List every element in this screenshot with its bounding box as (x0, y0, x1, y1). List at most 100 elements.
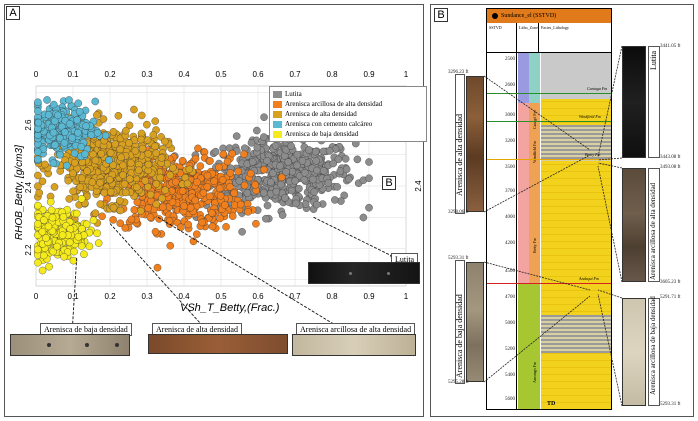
data-point-2 (116, 196, 124, 205)
panel-b-letter: B (434, 8, 448, 22)
data-point-2 (138, 144, 147, 153)
legend-item: Arenisca con cemento calcáreo (273, 119, 423, 129)
data-point-3 (105, 156, 113, 164)
core-hole-icon (85, 343, 89, 347)
data-point-2 (119, 171, 127, 179)
data-point-4 (48, 213, 57, 222)
data-point-3 (66, 120, 74, 128)
well-logo-icon (492, 13, 498, 19)
data-point-1 (218, 176, 227, 184)
inset-letter: B (382, 176, 396, 190)
data-point-4 (53, 242, 61, 251)
data-point-0 (334, 155, 343, 164)
data-point-1 (244, 208, 252, 216)
data-point-2 (169, 164, 177, 172)
right-core-baja (622, 298, 646, 406)
left-depth: 5293.31 ft (448, 256, 469, 261)
data-point-1 (246, 169, 255, 178)
data-point-2 (122, 126, 130, 135)
x-tick-label: 0 (34, 292, 39, 301)
data-point-2 (144, 160, 153, 169)
well-header: SSTVD Litho_Zone Facies_Lithology (487, 23, 611, 53)
depth-tick: 3000 (505, 113, 515, 118)
panel-a-letter: A (6, 6, 20, 20)
data-point-4 (49, 247, 57, 256)
data-point-2 (96, 200, 105, 208)
data-point-3 (63, 161, 71, 170)
data-point-2 (105, 175, 114, 184)
data-point-2 (69, 187, 77, 196)
data-point-1 (130, 206, 139, 214)
data-point-0 (310, 188, 318, 196)
data-point-2 (133, 183, 141, 192)
data-point-4 (66, 238, 74, 247)
data-point-4 (94, 239, 103, 247)
data-point-1 (184, 220, 192, 229)
data-point-0 (288, 167, 297, 176)
left-depth: 3296.23 ft (448, 70, 469, 75)
data-point-0 (238, 228, 246, 236)
data-point-2 (146, 190, 155, 199)
data-point-4 (70, 247, 78, 256)
data-point-4 (44, 222, 53, 231)
data-point-3 (50, 100, 58, 109)
data-point-0 (260, 133, 268, 141)
right-label-alta: Arenisca arcillosa de alta densidad (649, 182, 657, 280)
connector-arrow (157, 216, 351, 335)
data-point-4 (60, 252, 68, 261)
data-point-0 (247, 139, 256, 147)
x-tick-label-top: 0.1 (67, 70, 79, 79)
data-point-4 (38, 266, 47, 275)
data-point-2 (121, 188, 130, 197)
header-col: Litho_Zone (517, 23, 539, 52)
zone-label: Canagó Fm (532, 110, 537, 129)
depth-tick: 4500 (505, 269, 515, 274)
data-point-2 (116, 206, 125, 215)
data-point-4 (93, 229, 101, 238)
right-core-lutita (622, 46, 646, 158)
data-point-2 (161, 186, 170, 194)
legend-swatch (273, 100, 282, 108)
data-point-3 (73, 116, 81, 124)
data-point-2 (158, 194, 166, 203)
litho-gray (541, 125, 611, 161)
right-label-lutita: Lutita (649, 50, 658, 70)
data-point-1 (207, 209, 216, 217)
depth-tick: 4000 (505, 215, 515, 220)
formation-label: Windfield Fm (579, 114, 601, 119)
zone-label: Betty Fm (532, 237, 537, 253)
connector-arrow (109, 223, 211, 335)
core-photo-lutita (308, 262, 420, 284)
data-point-3 (75, 107, 84, 116)
left-depth: 3298.06 ft (448, 210, 469, 215)
data-point-0 (293, 150, 302, 159)
data-point-1 (168, 198, 177, 207)
left-label-alta-box (455, 74, 465, 214)
data-point-0 (291, 177, 299, 185)
data-point-1 (203, 171, 212, 180)
data-point-3 (65, 96, 73, 104)
core-hole-icon (47, 343, 51, 347)
data-point-0 (305, 146, 313, 154)
formation-line (487, 121, 611, 122)
data-point-1 (109, 216, 117, 224)
formation-label: Cantaga Fm (587, 86, 608, 91)
data-point-2 (109, 128, 118, 136)
data-point-3 (43, 96, 51, 104)
legend-label: Arenisca de alta densidad (285, 110, 357, 118)
well-title: Sundance_el (SSTVD) (487, 9, 611, 23)
data-point-3 (49, 128, 58, 137)
right-label-lutita-box (648, 46, 660, 158)
data-point-1 (223, 157, 232, 166)
data-point-0 (365, 158, 373, 166)
data-point-1 (177, 223, 185, 232)
right-depth: 5291.71 ft (660, 295, 681, 300)
data-point-1 (203, 183, 212, 191)
data-point-4 (72, 209, 81, 218)
y-tick-label: 2.2 (24, 244, 33, 256)
legend: Lutita Arenisca arcillosa de alta densid… (269, 86, 427, 142)
right-depth: 5293.31 ft (660, 402, 681, 407)
data-point-1 (133, 198, 142, 207)
lithology-track (541, 53, 611, 409)
data-point-1 (219, 150, 228, 159)
